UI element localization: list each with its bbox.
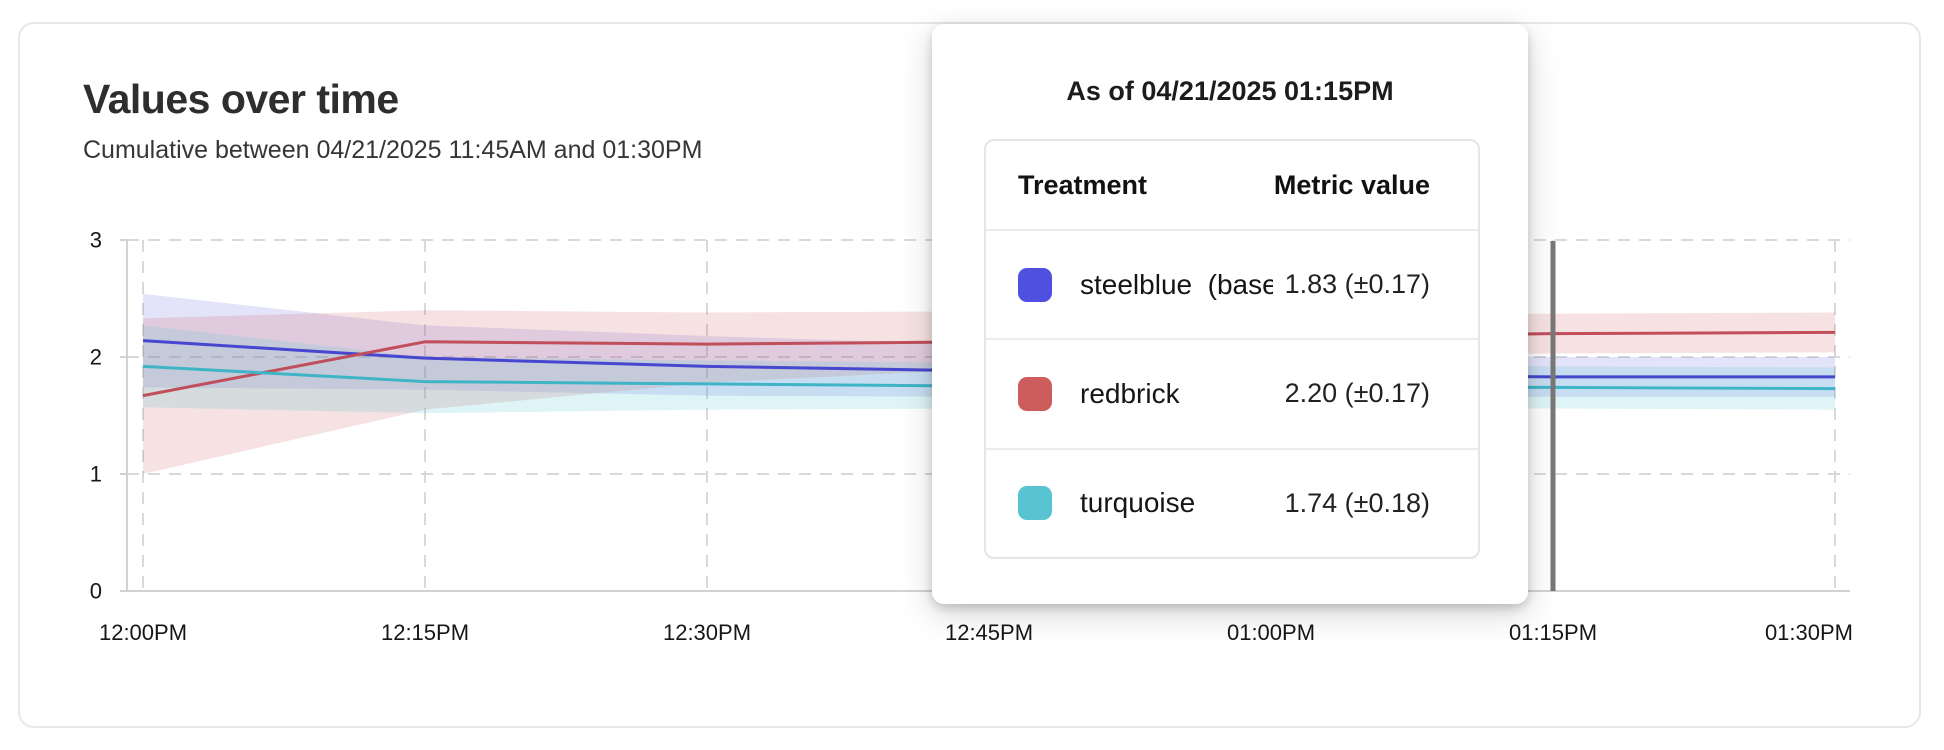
treatment-label: redbrick bbox=[1080, 377, 1180, 409]
x-tick-label: 12:45PM bbox=[945, 620, 1033, 645]
tooltip-title: As of 04/21/2025 01:15PM bbox=[1066, 76, 1394, 106]
page-subtitle: Cumulative between 04/21/2025 11:45AM an… bbox=[83, 136, 703, 164]
treatment-row: steelblue (baseli 1.83 (±0.17) bbox=[986, 231, 1478, 341]
treatment-column-header: Treatment bbox=[1018, 169, 1148, 200]
y-tick-label: 2 bbox=[90, 345, 102, 370]
tooltip-table-header: Treatment Metric value bbox=[986, 141, 1478, 231]
page-title: Values over time bbox=[83, 76, 399, 122]
x-tick-label: 01:15PM bbox=[1509, 620, 1597, 645]
series-color-swatch bbox=[1018, 486, 1052, 521]
x-tick-label: 12:00PM bbox=[99, 620, 187, 645]
treatment-label: turquoise bbox=[1080, 487, 1196, 519]
series-color-swatch bbox=[1018, 376, 1052, 411]
series-color-swatch bbox=[1018, 267, 1052, 302]
treatment-row: turquoise 1.74 (±0.18) bbox=[986, 450, 1478, 557]
treatment-label: steelblue (baseli bbox=[1080, 268, 1273, 300]
metric-value: 1.74 (±0.18) bbox=[1284, 487, 1430, 518]
tooltip-table-body: steelblue (baseli 1.83 (±0.17) redbrick 2.2… bbox=[986, 231, 1478, 557]
x-tick-label: 12:15PM bbox=[381, 620, 469, 645]
metric-value: 2.20 (±0.17) bbox=[1284, 378, 1430, 409]
x-tick-label: 12:30PM bbox=[663, 620, 751, 645]
y-tick-label: 1 bbox=[90, 462, 102, 487]
metric-value-column-header: Metric value bbox=[1273, 169, 1430, 200]
y-tick-label: 3 bbox=[90, 228, 102, 253]
treatment-row: redbrick 2.20 (±0.17) bbox=[986, 340, 1478, 450]
tooltip-table: Treatment Metric value steelblue (baseli… bbox=[984, 139, 1480, 559]
chart-tooltip: As of 04/21/2025 01:15PM Treatment Metri… bbox=[932, 24, 1528, 604]
y-tick-label: 0 bbox=[90, 579, 102, 604]
x-tick-label: 01:30PM bbox=[1765, 620, 1853, 645]
x-tick-label: 01:00PM bbox=[1227, 620, 1315, 645]
metric-value: 1.83 (±0.17) bbox=[1284, 269, 1430, 300]
